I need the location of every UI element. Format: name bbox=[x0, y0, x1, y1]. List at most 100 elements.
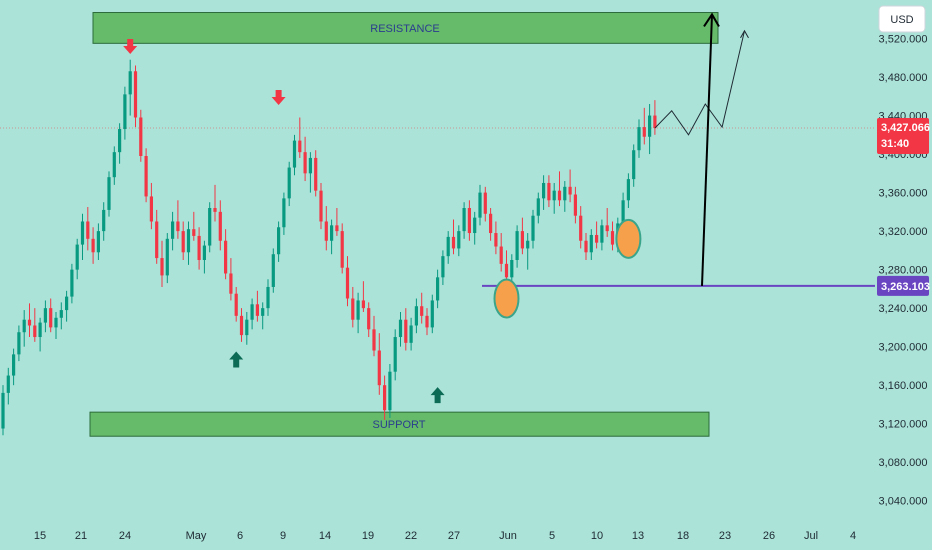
candle-body bbox=[473, 217, 477, 234]
candle-body bbox=[91, 238, 95, 253]
candle bbox=[239, 308, 244, 342]
candle bbox=[409, 317, 413, 351]
candle bbox=[457, 225, 461, 257]
candle-body bbox=[547, 182, 551, 201]
price-tick-label: 3,360.000 bbox=[879, 188, 928, 200]
candle bbox=[282, 192, 286, 235]
candle bbox=[54, 312, 58, 339]
candle-body bbox=[404, 319, 408, 343]
candle-body bbox=[308, 157, 312, 174]
time-tick-label: Jun bbox=[499, 530, 517, 542]
candle-body bbox=[224, 240, 228, 274]
candle bbox=[367, 302, 371, 338]
candle bbox=[430, 294, 434, 334]
candle-body bbox=[494, 233, 498, 247]
price-tick-label: 3,520.000 bbox=[879, 34, 928, 46]
candle bbox=[171, 211, 175, 251]
currency-badge[interactable]: USD bbox=[878, 5, 926, 33]
candle bbox=[192, 211, 196, 241]
candle bbox=[420, 292, 424, 324]
candle bbox=[308, 152, 312, 193]
candle bbox=[462, 202, 466, 239]
currency-badge-box[interactable] bbox=[878, 5, 926, 33]
candle-body bbox=[118, 129, 122, 153]
candle bbox=[218, 200, 222, 251]
candle-body bbox=[595, 234, 599, 243]
time-tick-label: 22 bbox=[405, 530, 417, 542]
candle-body bbox=[345, 267, 350, 299]
candle bbox=[499, 233, 503, 272]
candle bbox=[610, 221, 615, 251]
candle-body bbox=[234, 293, 238, 316]
candle bbox=[277, 221, 281, 262]
time-axis[interactable]: 15 21 24 May 6 9 14 19 22 27 Jun 5 10 13 18 23 26 Jul 4 bbox=[34, 530, 856, 542]
price-tick-label: 3,160.000 bbox=[879, 380, 928, 392]
candle bbox=[383, 375, 387, 420]
candle bbox=[27, 303, 32, 338]
candle-body bbox=[361, 300, 365, 309]
candle-body bbox=[298, 140, 302, 153]
price-tick-label: 3,480.000 bbox=[879, 72, 928, 84]
candle bbox=[637, 119, 641, 158]
candle-body bbox=[515, 231, 519, 260]
highlight-circle bbox=[493, 278, 520, 319]
candle-body bbox=[292, 140, 297, 168]
candle-body bbox=[526, 240, 530, 249]
candle bbox=[398, 312, 403, 347]
support-zone-box[interactable] bbox=[89, 411, 710, 437]
candle-body bbox=[171, 221, 175, 239]
candle-body bbox=[573, 194, 577, 216]
candle bbox=[345, 256, 350, 307]
candle bbox=[287, 161, 291, 207]
candle bbox=[441, 250, 445, 286]
candle bbox=[271, 248, 275, 293]
time-tick-label: 6 bbox=[237, 530, 243, 542]
resistance-zone-box[interactable] bbox=[92, 12, 719, 44]
candle-body bbox=[409, 325, 413, 343]
candle bbox=[531, 209, 535, 249]
price-tick-label: 3,120.000 bbox=[879, 419, 928, 431]
price-axis-background bbox=[875, 0, 932, 550]
candle-body bbox=[197, 235, 201, 260]
candle bbox=[186, 221, 191, 265]
candle-body bbox=[563, 186, 567, 201]
long-projection-line bbox=[701, 14, 713, 286]
candle-body bbox=[22, 319, 26, 333]
candle bbox=[33, 308, 37, 342]
candle-body bbox=[425, 315, 429, 328]
highlight-circle bbox=[615, 218, 642, 259]
candle-body bbox=[393, 337, 397, 372]
candle bbox=[123, 86, 127, 140]
candle bbox=[80, 213, 85, 260]
candle bbox=[404, 308, 408, 351]
candle-body bbox=[462, 208, 466, 232]
candle bbox=[446, 231, 450, 264]
currency-label: USD bbox=[890, 14, 913, 26]
candle-body bbox=[250, 304, 254, 320]
candle-body bbox=[75, 244, 79, 270]
candle bbox=[245, 312, 249, 345]
candle bbox=[510, 254, 514, 285]
candle-body bbox=[557, 190, 562, 201]
candle bbox=[351, 286, 355, 328]
candle-body bbox=[202, 245, 206, 260]
time-tick-label: 23 bbox=[719, 530, 731, 542]
candle bbox=[494, 221, 498, 255]
price-axis[interactable]: 3,040.000 3,080.000 3,120.000 3,160.000 3,20… bbox=[879, 34, 928, 508]
candle bbox=[330, 219, 334, 255]
candle-body bbox=[319, 190, 323, 222]
support-zone[interactable]: SUPPORT bbox=[89, 411, 710, 437]
time-tick-label: 10 bbox=[591, 530, 603, 542]
candle bbox=[229, 258, 233, 301]
candle-body bbox=[96, 231, 100, 253]
candle bbox=[139, 109, 143, 162]
candle bbox=[59, 302, 63, 330]
candle bbox=[292, 134, 297, 176]
resistance-zone[interactable]: RESISTANCE bbox=[92, 12, 719, 44]
candle-body bbox=[457, 231, 461, 249]
candle-body bbox=[181, 231, 185, 253]
candle bbox=[605, 208, 609, 237]
candle bbox=[112, 146, 116, 185]
candle bbox=[314, 150, 318, 197]
